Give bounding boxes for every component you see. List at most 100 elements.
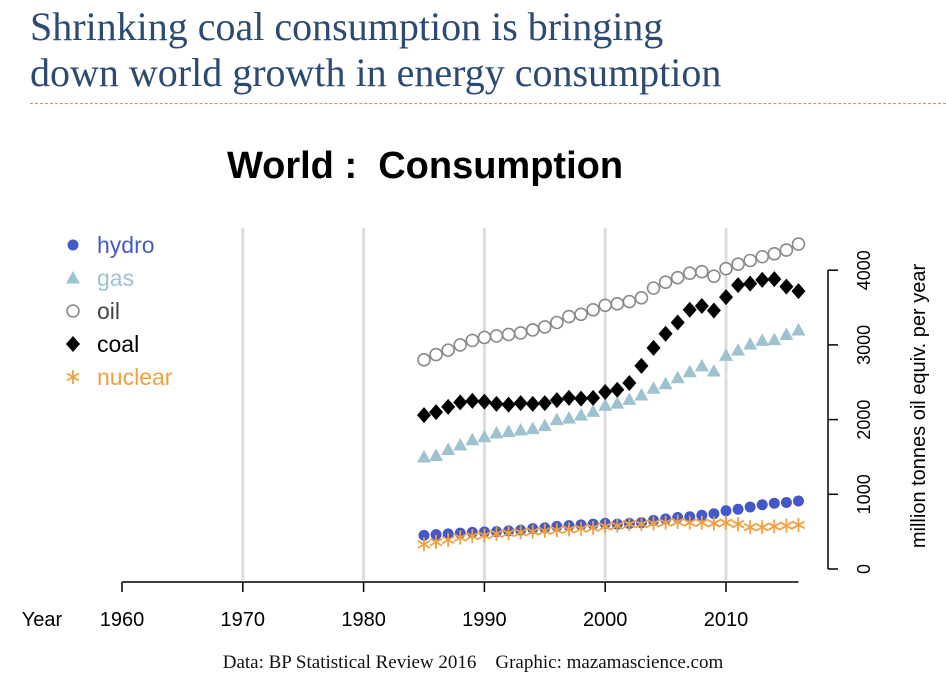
coal-point	[719, 289, 733, 306]
x-tick-label: 2000	[583, 609, 628, 631]
coal-point	[561, 389, 576, 406]
y-tick-label: 0	[854, 564, 874, 574]
coal-point	[489, 395, 504, 412]
x-tick-label: 1990	[462, 609, 507, 631]
gas-point	[779, 327, 794, 340]
oil-point	[550, 315, 564, 330]
coal-point	[634, 357, 649, 374]
x-tick-label: 1980	[341, 609, 386, 631]
oil-point	[779, 243, 794, 257]
nuclear-point	[659, 515, 673, 530]
legend-nuclear-label: nuclear	[97, 364, 173, 390]
coal-point	[525, 395, 540, 412]
oil-point	[670, 270, 685, 285]
legend-oil-marker	[66, 304, 80, 318]
y-tick-label: 2000	[854, 400, 874, 440]
coal-point	[755, 271, 770, 288]
gas-point	[549, 412, 564, 426]
oil-point	[525, 323, 540, 337]
coal-point	[646, 339, 661, 356]
oil-point	[453, 338, 468, 352]
nuclear-point	[634, 517, 648, 532]
series-nuclear	[417, 514, 806, 552]
gas-point	[791, 322, 806, 336]
oil-point	[731, 257, 745, 272]
coal-point	[429, 404, 444, 421]
oil-point	[501, 327, 516, 342]
legend-oil-label: oil	[97, 298, 120, 324]
slide-title-line-2: down world growth in energy consumption	[30, 50, 722, 95]
oil-point	[574, 307, 588, 322]
gas-point	[465, 432, 480, 446]
nuclear-point	[755, 520, 769, 535]
gas-point	[610, 396, 625, 409]
gas-point	[574, 408, 589, 421]
nuclear-point	[671, 514, 685, 529]
nuclear-point	[538, 523, 552, 538]
nuclear-point	[731, 517, 745, 532]
hydro-point	[708, 508, 720, 520]
nuclear-point	[719, 515, 733, 530]
gas-point	[622, 392, 637, 405]
coal-point	[743, 275, 758, 292]
gas-point	[561, 411, 576, 424]
gas-point	[513, 423, 528, 436]
hydro-point	[744, 501, 756, 513]
coal-point	[441, 398, 456, 415]
oil-point	[767, 246, 782, 261]
nuclear-point	[574, 521, 588, 536]
x-axis-label: Year	[22, 609, 63, 631]
slide-title-line-1: Shrinking coal consumption is bringing	[30, 4, 664, 49]
gas-point	[489, 426, 504, 439]
nuclear-point	[767, 519, 781, 534]
data-series	[417, 237, 806, 552]
legend-coal-label: coal	[97, 331, 139, 357]
coal-point	[706, 302, 721, 319]
oil-point	[441, 343, 455, 357]
hydro-point	[768, 497, 780, 509]
gas-point	[525, 421, 540, 435]
slide-title: Shrinking coal consumption is bringing d…	[30, 4, 930, 96]
nuclear-point	[477, 528, 491, 543]
coal-point	[610, 381, 625, 398]
nuclear-point	[707, 516, 721, 531]
coal-point	[417, 407, 431, 424]
oil-point	[610, 297, 625, 311]
oil-point	[417, 353, 431, 367]
y-tick-label: 1000	[854, 474, 874, 514]
hydro-point	[732, 503, 744, 515]
oil-point	[489, 329, 504, 343]
series-coal	[417, 271, 806, 424]
gas-point	[767, 332, 782, 346]
gas-point	[743, 337, 758, 350]
gas-point	[646, 381, 661, 394]
gas-point	[598, 398, 613, 411]
gas-point	[441, 442, 456, 455]
oil-point	[634, 291, 649, 305]
oil-point	[598, 298, 613, 313]
oil-point	[465, 333, 480, 348]
coal-point	[598, 383, 613, 400]
gas-point	[658, 376, 673, 390]
legend: hydro gas oil coal nuclear	[66, 232, 173, 390]
nuclear-point	[526, 524, 540, 539]
gas-point	[719, 348, 733, 361]
y-tick-label: 3000	[854, 325, 874, 365]
coal-point	[477, 393, 492, 410]
nuclear-point	[683, 515, 697, 530]
series-oil	[417, 237, 806, 367]
oil-point	[719, 261, 733, 276]
x-tick-label: 2010	[704, 609, 749, 631]
legend-gas-label: gas	[97, 265, 134, 291]
coal-point	[779, 278, 794, 295]
nuclear-point	[453, 530, 467, 545]
gas-point	[586, 404, 601, 417]
gas-point	[731, 343, 746, 356]
oil-point	[622, 294, 637, 309]
y-axis-label: million tonnes oil equiv. per year	[908, 264, 930, 549]
gas-point	[453, 437, 468, 451]
nuclear-point	[550, 523, 564, 538]
hydro-point	[720, 505, 732, 517]
x-axis: 1960 1970 1980 1990 2000 2010	[100, 581, 799, 631]
